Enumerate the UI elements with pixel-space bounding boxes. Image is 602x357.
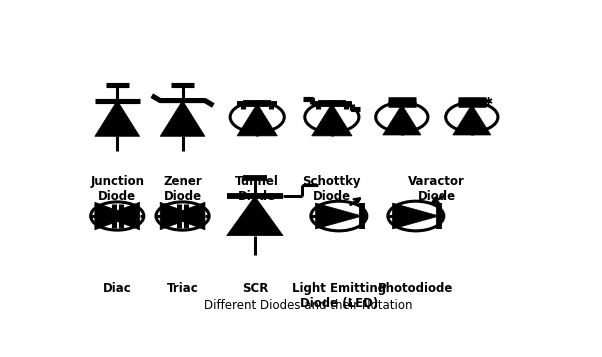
Polygon shape bbox=[453, 105, 491, 135]
Polygon shape bbox=[312, 104, 352, 136]
Text: ✱: ✱ bbox=[483, 97, 493, 107]
Polygon shape bbox=[393, 203, 439, 229]
Text: Light Emitting
Diode (LED): Light Emitting Diode (LED) bbox=[292, 282, 386, 310]
Text: Diac: Diac bbox=[103, 282, 132, 295]
Text: SCR: SCR bbox=[241, 282, 268, 295]
Text: Photodiode: Photodiode bbox=[378, 282, 453, 295]
Polygon shape bbox=[315, 203, 362, 229]
Polygon shape bbox=[95, 101, 140, 136]
Polygon shape bbox=[167, 202, 205, 230]
Text: Junction
Diode: Junction Diode bbox=[90, 175, 144, 203]
Polygon shape bbox=[102, 202, 140, 230]
Text: Zener
Diode: Zener Diode bbox=[163, 175, 202, 203]
Polygon shape bbox=[237, 104, 278, 136]
Polygon shape bbox=[383, 105, 421, 135]
Text: Schottky
Diode: Schottky Diode bbox=[303, 175, 361, 203]
Polygon shape bbox=[160, 101, 205, 136]
Polygon shape bbox=[226, 196, 283, 236]
Polygon shape bbox=[95, 202, 132, 230]
Text: Different Diodes and their Notation: Different Diodes and their Notation bbox=[204, 299, 413, 312]
Text: Triac: Triac bbox=[167, 282, 199, 295]
Polygon shape bbox=[160, 202, 197, 230]
Text: Tunnel
Diode: Tunnel Diode bbox=[235, 175, 279, 203]
Text: Varactor
Diode: Varactor Diode bbox=[408, 175, 465, 203]
